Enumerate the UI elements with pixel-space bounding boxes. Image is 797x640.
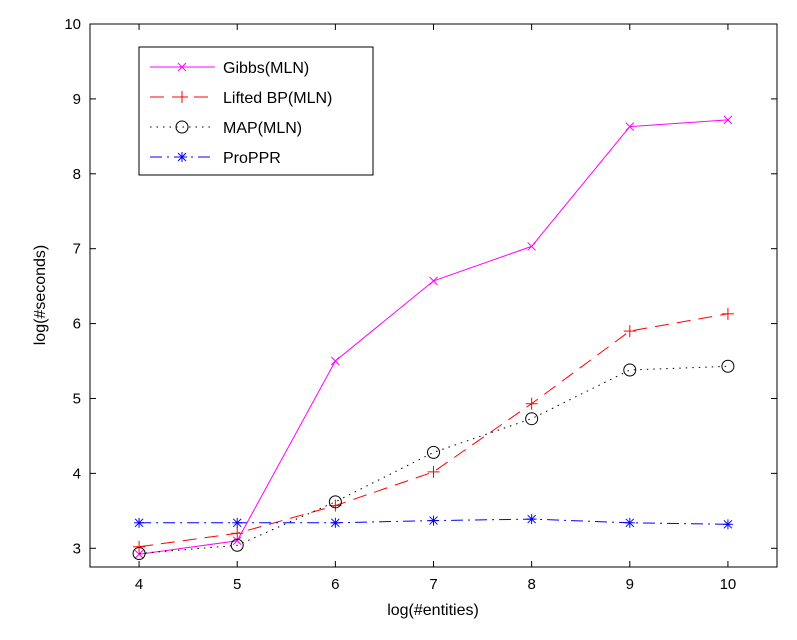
data-point bbox=[625, 122, 635, 131]
data-point bbox=[134, 549, 144, 559]
x-tick-label: 4 bbox=[135, 576, 143, 593]
series-lifted-bp-mln bbox=[133, 307, 734, 553]
data-point bbox=[527, 242, 536, 251]
legend-marker bbox=[177, 152, 187, 162]
x-axis-label: log(#entities) bbox=[387, 602, 479, 619]
y-tick-label: 9 bbox=[73, 91, 81, 108]
data-point bbox=[132, 547, 146, 561]
x-tick-label: 6 bbox=[331, 576, 339, 593]
legend-marker bbox=[176, 91, 188, 103]
x-tick-label: 9 bbox=[626, 576, 634, 593]
data-point bbox=[723, 115, 733, 125]
data-point bbox=[329, 499, 342, 512]
data-point bbox=[134, 517, 145, 528]
data-point bbox=[623, 363, 637, 377]
data-point bbox=[427, 465, 440, 478]
legend-marker bbox=[177, 62, 187, 72]
y-axis-ticks: 3 4 5 6 7 8 9 10 bbox=[64, 16, 777, 557]
legend-item: Lifted BP(MLN) bbox=[150, 90, 332, 107]
legend-label: Lifted BP(MLN) bbox=[223, 90, 332, 107]
legend-item: MAP(MLN) bbox=[150, 120, 302, 137]
x-axis-ticks: 4 5 6 7 8 9 10 bbox=[135, 24, 736, 593]
y-tick-label: 5 bbox=[73, 390, 81, 407]
data-point bbox=[232, 536, 242, 546]
y-tick-label: 4 bbox=[73, 465, 81, 482]
data-point bbox=[133, 540, 146, 553]
y-axis-label: log(#seconds) bbox=[32, 245, 49, 346]
data-point bbox=[721, 307, 734, 320]
legend: Gibbs(MLN) Lifted BP(MLN) MAP(MLN) ProPPR bbox=[138, 46, 374, 176]
data-point bbox=[526, 514, 537, 525]
series-proppr bbox=[134, 514, 733, 530]
data-point bbox=[525, 412, 539, 426]
legend-label: ProPPR bbox=[223, 150, 281, 167]
series-line bbox=[139, 365, 728, 554]
data-point bbox=[428, 515, 439, 526]
x-tick-label: 8 bbox=[527, 576, 535, 593]
series-gibbs-mln bbox=[134, 115, 733, 559]
data-point bbox=[328, 495, 342, 509]
y-tick-label: 8 bbox=[73, 166, 81, 183]
data-point bbox=[623, 325, 636, 338]
y-tick-label: 10 bbox=[64, 16, 81, 33]
data-point bbox=[331, 356, 340, 366]
data-point bbox=[525, 397, 538, 410]
data-point bbox=[232, 517, 243, 528]
legend-item: ProPPR bbox=[150, 150, 281, 167]
data-point bbox=[722, 519, 733, 530]
data-point bbox=[721, 359, 735, 373]
data-point bbox=[427, 445, 440, 459]
legend-label: MAP(MLN) bbox=[223, 120, 302, 137]
data-point bbox=[230, 538, 244, 552]
legend-label: Gibbs(MLN) bbox=[223, 60, 309, 77]
data-point bbox=[231, 527, 244, 540]
data-point bbox=[429, 276, 438, 286]
legend-marker bbox=[175, 120, 189, 134]
data-point bbox=[330, 517, 341, 528]
series-layer bbox=[132, 115, 735, 561]
y-tick-label: 3 bbox=[73, 540, 81, 557]
data-point bbox=[624, 517, 635, 528]
y-tick-label: 6 bbox=[73, 316, 81, 333]
series-map-mln bbox=[132, 359, 735, 561]
legend-item: Gibbs(MLN) bbox=[150, 60, 309, 77]
x-tick-label: 5 bbox=[233, 576, 241, 593]
x-tick-label: 7 bbox=[429, 576, 437, 593]
x-tick-label: 10 bbox=[720, 576, 737, 593]
y-tick-label: 7 bbox=[73, 241, 81, 258]
